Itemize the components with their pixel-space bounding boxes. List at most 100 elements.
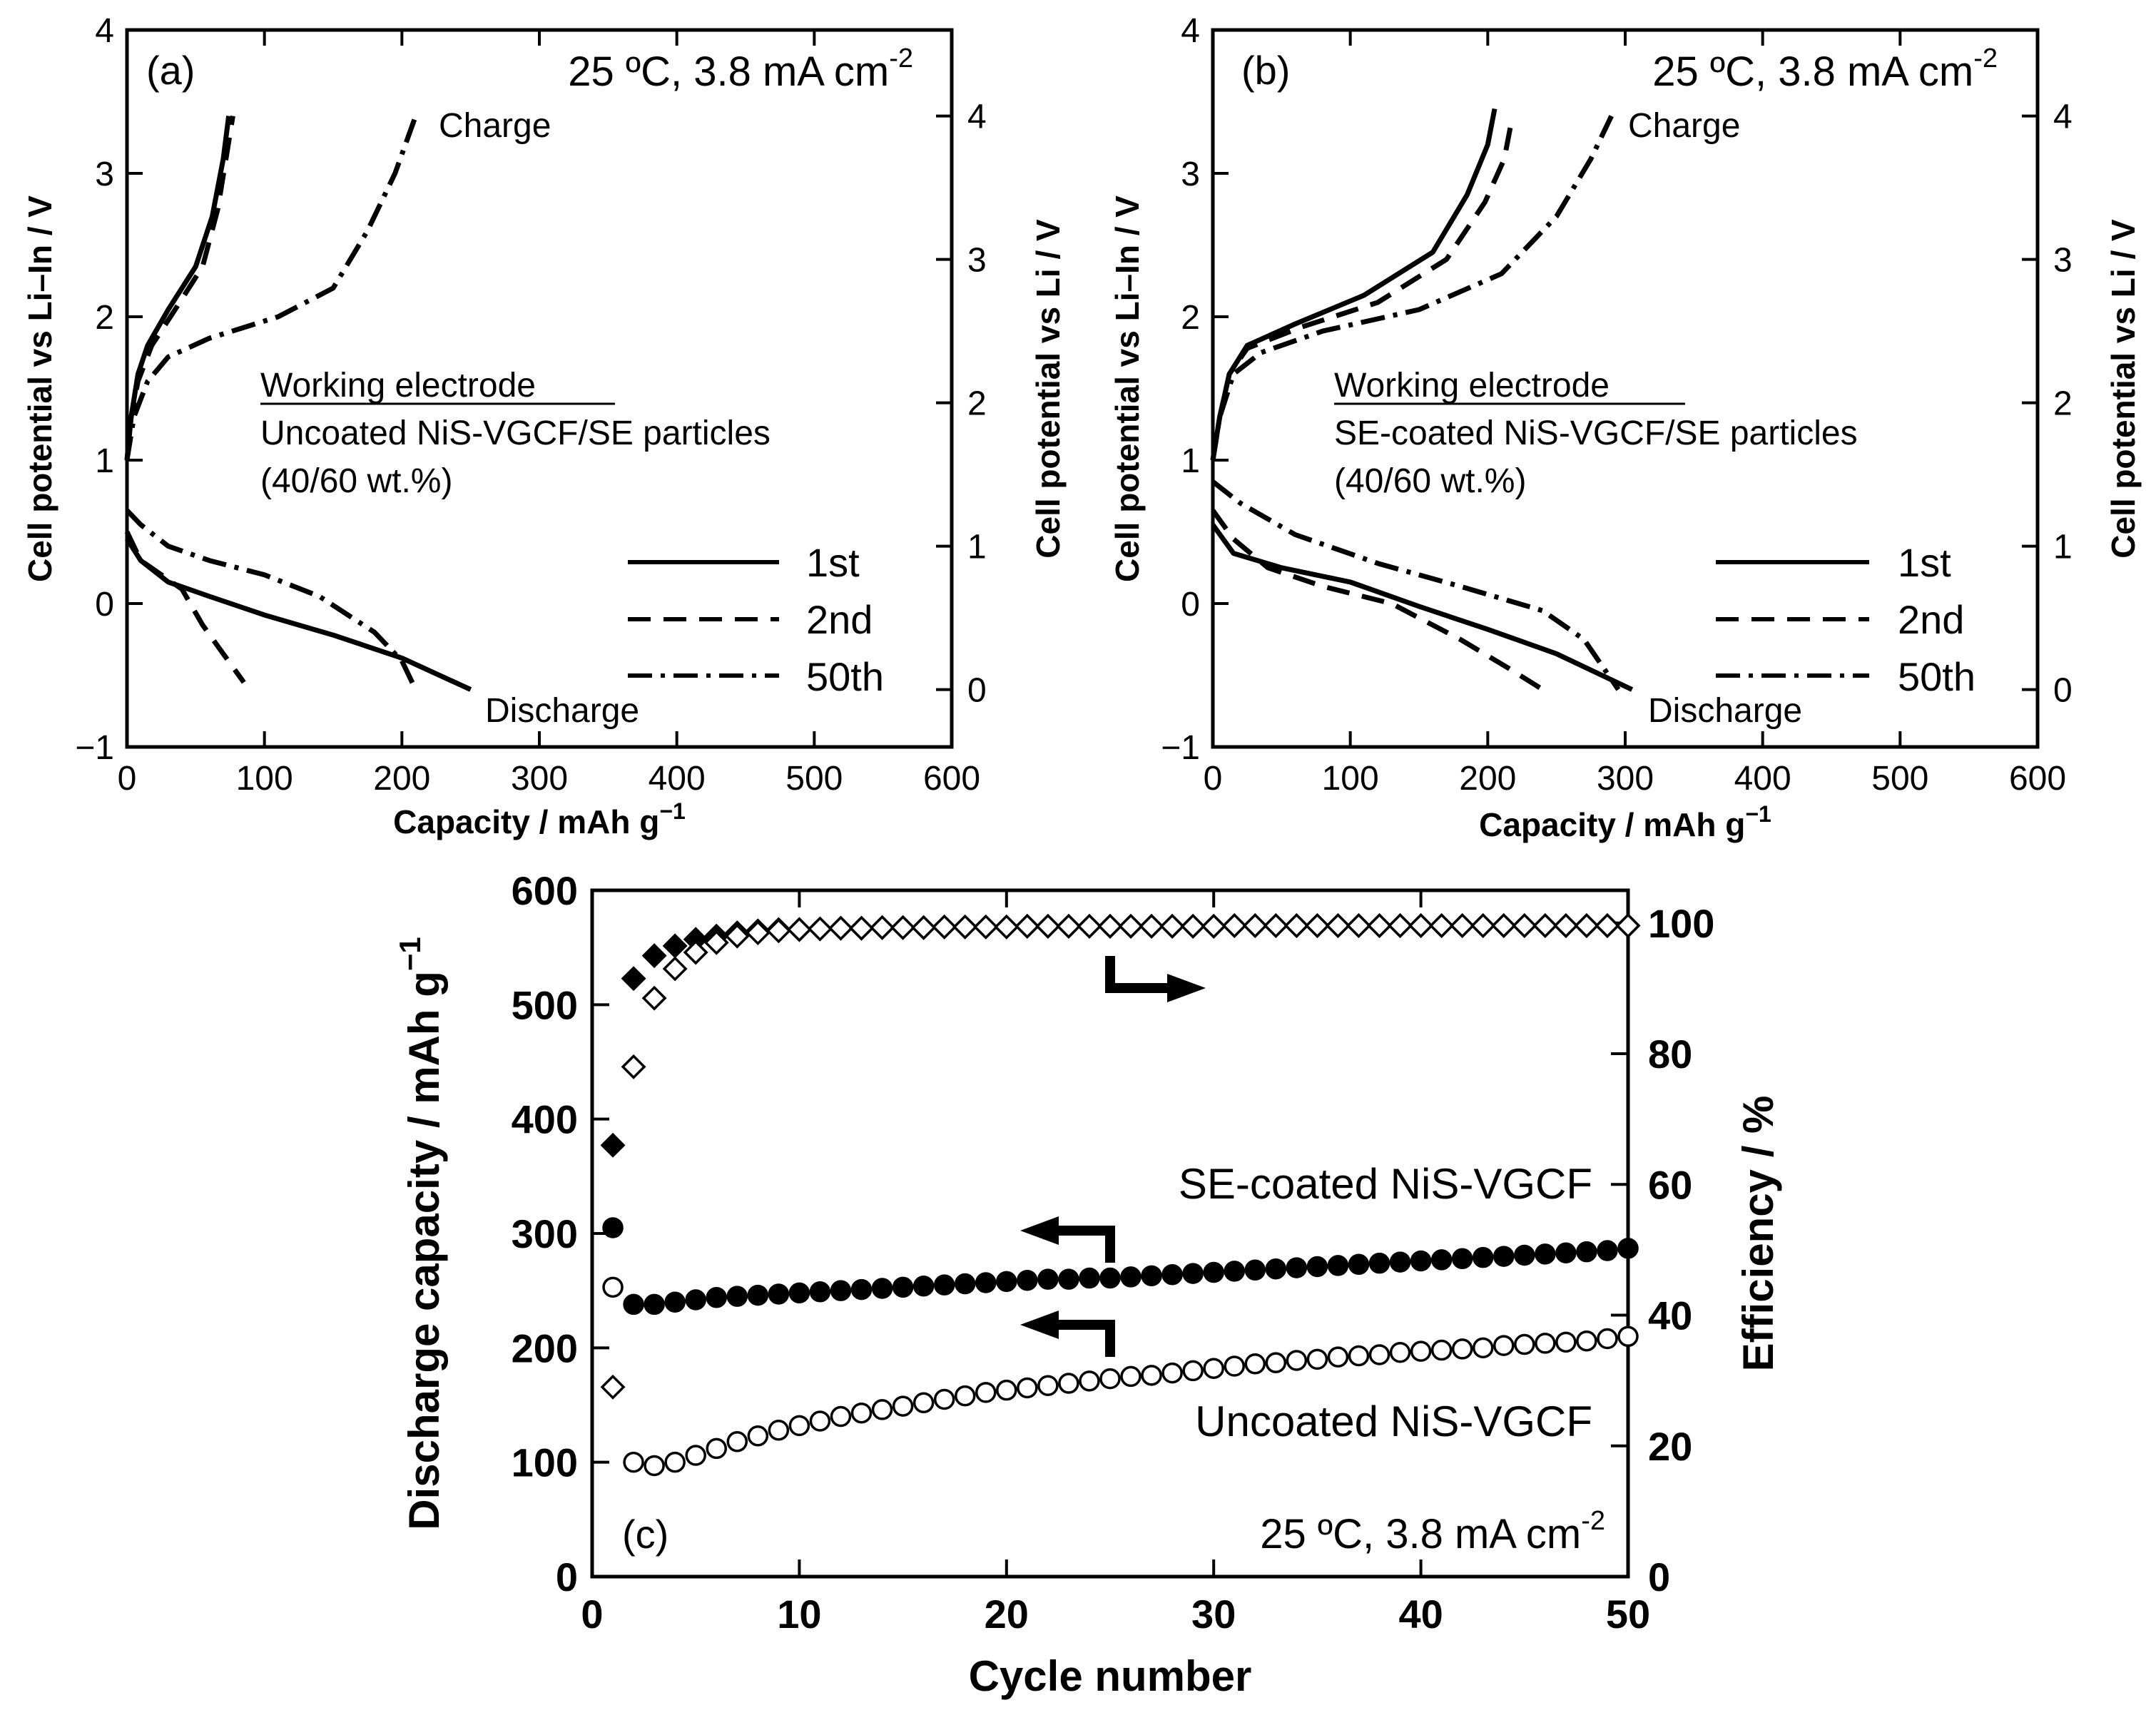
data-point [1514,1333,1535,1355]
data-point [683,940,708,965]
data-point [1120,1365,1141,1388]
data-point [1017,1377,1038,1399]
data-point [1244,1353,1266,1375]
data-point [1180,913,1206,939]
data-point [850,1402,873,1424]
data-point [1430,1339,1453,1361]
data-point [1077,913,1102,939]
data-point [602,1217,624,1238]
panel-c-label-se: SE-coated NiS-VGCF [1179,1160,1592,1208]
data-point [871,1278,893,1299]
arrow-right-icon [1105,956,1206,1002]
panel-b-legend-2nd: 2nd [1898,597,1964,642]
data-point [1203,1358,1224,1379]
arrow-left-icon [1020,1216,1115,1263]
data-point [1410,1250,1432,1272]
data-point [1595,912,1620,938]
y-tick-label: 600 [512,868,578,913]
panel-a-condition: 25 ºC, 3.8 mA cm-2 [568,44,913,95]
panel-c-tick-labels: 0 10 20 30 40 5001002003004005006000204060801… [512,868,1715,1637]
y-right-tick-label: 1 [2053,529,2073,566]
data-point [1265,1352,1287,1373]
x-tick-label: 200 [373,760,430,798]
y-tick-label: 100 [512,1440,578,1485]
data-point [726,1431,748,1452]
data-point [1224,1261,1245,1282]
data-point [1472,1246,1494,1268]
data-point [1472,1337,1494,1359]
panel-b-electrode-line1: SE-coated NiS-VGCF/SE particles [1334,414,1858,452]
panel-c-label-uncoated: Uncoated NiS-VGCF [1195,1398,1592,1445]
y-right-tick-label: 80 [1648,1032,1692,1077]
panel-b-condition: 25 ºC, 3.8 mA cm-2 [1652,44,1998,95]
series-line-2nd-charge [124,116,235,461]
data-point [664,1451,686,1473]
y-tick-label: 1 [1181,442,1200,480]
data-point [975,1382,997,1403]
data-point [1201,913,1226,939]
y-tick-label: 4 [1181,12,1200,50]
x-tick-label: 400 [1734,760,1791,798]
data-point [724,923,750,949]
x-tick-label: 600 [923,760,980,798]
panel-a-xlabel: Capacity / mAh g−1 [393,798,686,840]
y-tick-label: 200 [512,1325,578,1370]
data-point [641,985,667,1011]
data-point [892,1276,914,1298]
panel-b-electrode-line2: (40/60 wt.%) [1334,462,1526,500]
data-point [932,914,957,940]
x-tick-label: 100 [1322,760,1379,798]
data-point [1429,912,1455,938]
data-point [1244,1259,1266,1281]
data-point [1617,1325,1639,1348]
panel-a-discharge-label: Discharge [485,692,639,730]
x-tick-label: 300 [1597,760,1654,798]
data-point [892,1395,914,1417]
y-tick-label: −1 [1161,729,1200,767]
y-right-tick-label: 100 [1648,901,1714,946]
data-point [809,1281,831,1303]
data-point [1576,1330,1597,1352]
y-right-tick-label: 0 [2053,672,2073,710]
data-point [890,915,916,940]
data-point [1514,1244,1535,1266]
data-point [623,1293,644,1316]
y-right-tick-label: 1 [967,529,987,566]
panel-b-legend: 1st 2nd 50th [1716,540,1976,699]
data-point [1035,913,1061,939]
data-point [1348,1253,1370,1276]
panel-b-charge-label: Charge [1628,107,1740,145]
y-right-tick-label: 4 [967,98,987,136]
y-right-tick-label: 2 [967,385,987,423]
data-point [1015,913,1040,939]
data-point [952,914,978,940]
data-point [1118,913,1144,939]
data-point [600,1132,626,1158]
panel-a-ylabel-right: Cell potential vs Li / V [1029,219,1067,559]
data-point [1327,1346,1349,1368]
data-point [1410,1340,1432,1362]
x-tick-label: 30 [1191,1592,1236,1637]
panel-a-legend-50th: 50th [806,654,884,699]
data-point [933,1274,955,1296]
data-point [788,1282,810,1304]
y-right-tick-label: 2 [2053,385,2073,423]
series-line-1st-discharge [1211,523,1634,692]
data-point [1141,1365,1162,1386]
y-tick-label: 300 [512,1211,578,1256]
data-point [954,1385,976,1407]
series-line-2nd-discharge [124,530,246,684]
data-point [1058,1373,1079,1394]
data-point [1451,1248,1473,1270]
panel-b-legend-1st: 1st [1898,540,1951,585]
data-point [1512,912,1537,938]
data-point [1099,1368,1121,1390]
data-point [1120,1266,1141,1288]
data-point [1555,1331,1577,1353]
data-point [1367,912,1392,938]
data-point [1348,1345,1370,1367]
y-right-tick-label: 3 [2053,242,2073,280]
